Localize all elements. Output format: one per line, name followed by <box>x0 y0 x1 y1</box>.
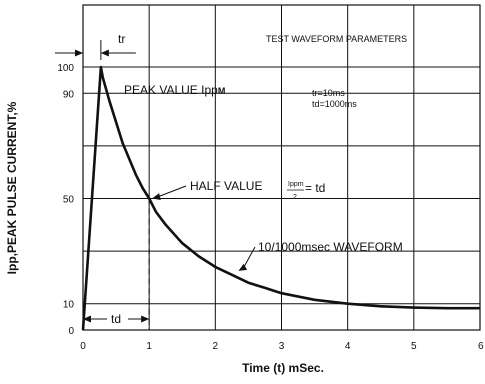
half-value-pointer-head <box>152 193 161 200</box>
tick-labels: 0 1 2 3 4 5 6 0 10 50 90 100 <box>57 63 484 352</box>
td-left-arrow-head <box>83 315 91 323</box>
tr-left-arrow-head <box>75 49 83 57</box>
param-tr-text: tr=10ms <box>312 88 345 98</box>
x-tick-label: 1 <box>146 341 152 352</box>
waveform-pointer-line <box>243 246 256 269</box>
waveform-curve <box>81 65 480 331</box>
waveform-pointer-head <box>238 263 248 271</box>
chart-title: TEST WAVEFORM PARAMETERS <box>266 34 407 44</box>
y-tick-label: 10 <box>63 300 75 311</box>
half-fraction-numerator: Ippm <box>288 181 304 188</box>
half-value-label: HALF VALUE <box>190 179 262 193</box>
peak-value-label: PEAK VALUE IppM <box>124 83 225 97</box>
td-label: td <box>111 312 121 326</box>
tr-right-arrow-head <box>100 49 109 57</box>
half-value-pointer-line <box>155 185 187 198</box>
td-right-arrow-head <box>141 315 150 323</box>
y-tick-label: 100 <box>57 63 74 74</box>
series-layer <box>81 65 480 331</box>
x-tick-label: 2 <box>213 341 219 352</box>
y-axis-title: Ipp,PEAK PULSE CURRENT,% <box>5 101 19 274</box>
waveform-label: 10/1000msec WAVEFORM <box>258 240 403 254</box>
x-tick-label: 0 <box>80 341 86 352</box>
x-tick-label: 5 <box>411 341 417 352</box>
annotation-arrows <box>55 40 256 330</box>
tr-label: tr <box>118 32 125 46</box>
half-value-tail: = td <box>305 181 325 195</box>
x-axis-title: Time (t) mSec. <box>242 361 324 375</box>
grid-layer <box>82 4 481 331</box>
x-tick-label: 3 <box>279 341 285 352</box>
x-tick-label: 4 <box>345 341 351 352</box>
y-tick-label: 0 <box>68 326 74 337</box>
x-tick-label: 6 <box>478 341 484 352</box>
half-fraction-denominator: 2 <box>293 194 297 201</box>
y-tick-label: 50 <box>63 195 75 206</box>
y-tick-label: 90 <box>63 89 75 100</box>
param-td-text: td=1000ms <box>312 99 357 109</box>
